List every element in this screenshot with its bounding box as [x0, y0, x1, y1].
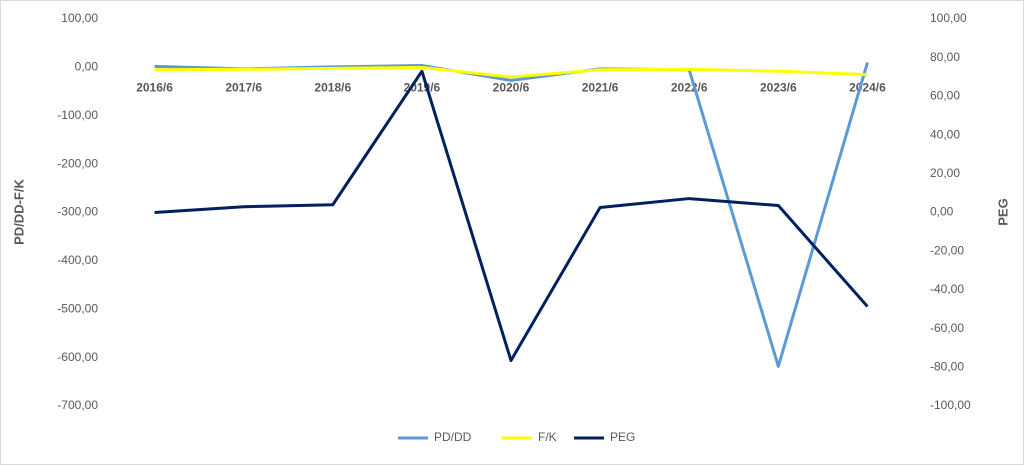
- y2-axis-title: PEG: [995, 198, 1010, 225]
- y-axis-title: PD/DD-F/K: [11, 179, 26, 245]
- y2-tick-label: -60,00: [930, 321, 964, 335]
- y2-tick-label: 0,00: [930, 205, 954, 219]
- y2-tick-label: 100,00: [930, 11, 967, 25]
- y-tick-label: -500,00: [57, 301, 98, 315]
- x-tick-label: 2016/6: [136, 81, 173, 95]
- x-tick-label: 2023/6: [760, 81, 797, 95]
- x-tick-label: 2024/6: [849, 81, 886, 95]
- x-tick-label: 2021/6: [582, 81, 619, 95]
- y-tick-label: -400,00: [57, 253, 98, 267]
- legend-label: PEG: [610, 430, 635, 444]
- legend-label: F/K: [538, 430, 557, 444]
- y-tick-label: -700,00: [57, 398, 98, 412]
- x-tick-label: 2020/6: [493, 81, 530, 95]
- y2-tick-label: 60,00: [930, 89, 960, 103]
- y2-tick-label: 20,00: [930, 166, 960, 180]
- y2-tick-label: -40,00: [930, 282, 964, 296]
- y-tick-label: 100,00: [61, 11, 98, 25]
- y2-tick-label: -100,00: [930, 398, 971, 412]
- x-tick-label: 2017/6: [225, 81, 262, 95]
- y-tick-label: 0,00: [75, 60, 99, 74]
- x-tick-label: 2022/6: [671, 81, 708, 95]
- y-tick-label: -100,00: [57, 108, 98, 122]
- y2-tick-label: 80,00: [930, 50, 960, 64]
- y2-tick-label: -20,00: [930, 243, 964, 257]
- y2-tick-label: -80,00: [930, 359, 964, 373]
- series-line: [154, 65, 868, 79]
- y2-tick-label: 40,00: [930, 127, 960, 141]
- x-tick-label: 2018/6: [314, 81, 351, 95]
- y-tick-label: -600,00: [57, 350, 98, 364]
- y-tick-label: -300,00: [57, 205, 98, 219]
- legend-label: PD/DD: [434, 430, 472, 444]
- y-tick-label: -200,00: [57, 156, 98, 170]
- series-line: [154, 69, 869, 363]
